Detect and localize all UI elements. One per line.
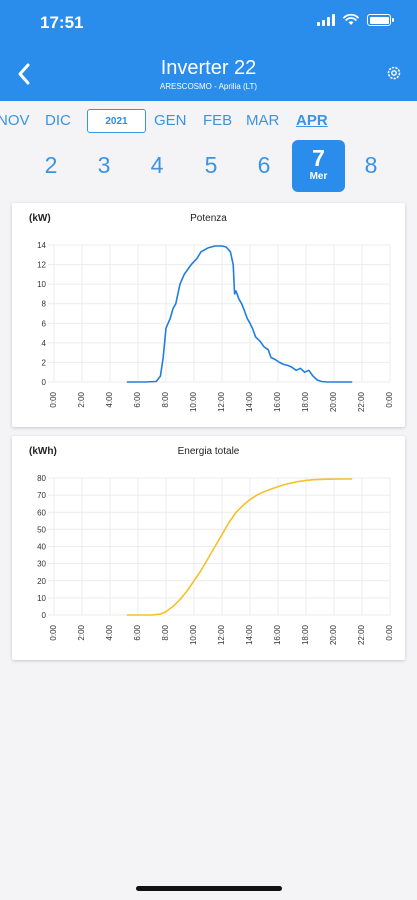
y-tick-label: 14 xyxy=(37,241,46,250)
x-tick-label: 22:00 xyxy=(357,391,366,412)
x-tick-label: 20:00 xyxy=(329,624,338,645)
day-number: 7 xyxy=(312,145,325,171)
day-5[interactable]: 5 xyxy=(204,152,218,178)
month-dic[interactable]: DIC xyxy=(45,112,71,129)
x-tick-label: 0:00 xyxy=(49,624,58,640)
x-tick-label: 22:00 xyxy=(357,624,366,645)
x-tick-label: 16:00 xyxy=(273,624,282,645)
x-tick-label: 0:00 xyxy=(49,391,58,407)
day-2[interactable]: 2 xyxy=(44,152,58,178)
series-line xyxy=(126,478,353,616)
energy-chart-unit: (kWh) xyxy=(29,446,57,457)
app-header: 17:51 Inverter 22 ARESCOSMO - Aprilia (L… xyxy=(0,0,417,101)
x-tick-label: 18:00 xyxy=(301,624,310,645)
y-tick-label: 0 xyxy=(42,378,47,387)
y-tick-label: 4 xyxy=(42,339,47,348)
day-weekday: Mer xyxy=(309,171,328,182)
x-tick-label: 2:00 xyxy=(77,624,86,640)
power-chart-unit: (kW) xyxy=(29,213,51,224)
day-selector: 2 3 4 5 6 7 Mer 8 xyxy=(0,140,417,192)
cellular-signal-icon xyxy=(317,14,335,26)
x-tick-label: 6:00 xyxy=(133,624,142,640)
year-selector[interactable]: 2021 xyxy=(87,109,146,133)
y-tick-label: 20 xyxy=(37,577,46,586)
x-tick-label: 16:00 xyxy=(273,391,282,412)
x-tick-label: 18:00 xyxy=(301,391,310,412)
month-apr[interactable]: APR xyxy=(296,112,328,129)
y-tick-label: 40 xyxy=(37,543,46,552)
back-button[interactable] xyxy=(12,60,36,88)
power-chart: 0:00 2:00 4:00 6:00 8:00 10:00 12:00 14:00 16:00… xyxy=(37,241,394,412)
y-tick-label: 6 xyxy=(42,319,47,328)
y-tick-label: 80 xyxy=(37,474,46,483)
y-tick-label: 70 xyxy=(37,491,46,500)
y-tick-label: 12 xyxy=(37,261,46,270)
gear-icon xyxy=(387,66,401,80)
x-tick-label: 0:00 xyxy=(385,391,394,407)
x-tick-label: 12:00 xyxy=(217,391,226,412)
day-3[interactable]: 3 xyxy=(97,152,111,178)
y-tick-label: 10 xyxy=(37,280,46,289)
x-tick-label: 10:00 xyxy=(189,391,198,412)
month-feb[interactable]: FEB xyxy=(203,112,233,129)
month-mar[interactable]: MAR xyxy=(246,112,280,129)
month-selector: NOV DIC 2021 GEN FEB MAR APR xyxy=(0,108,417,134)
chevron-left-icon xyxy=(18,63,30,85)
month-gen[interactable]: GEN xyxy=(154,112,187,129)
page-subtitle: ARESCOSMO - Aprilia (LT) xyxy=(159,82,258,91)
settings-button[interactable] xyxy=(386,65,402,81)
month-nov[interactable]: NOV xyxy=(0,112,30,129)
x-tick-label: 20:00 xyxy=(329,391,338,412)
x-tick-label: 0:00 xyxy=(385,624,394,640)
x-tick-label: 2:00 xyxy=(77,391,86,407)
day-6[interactable]: 6 xyxy=(257,152,271,178)
day-4[interactable]: 4 xyxy=(150,152,164,178)
day-7-selected[interactable]: 7 Mer xyxy=(292,140,345,192)
y-tick-label: 60 xyxy=(37,508,46,517)
x-tick-label: 6:00 xyxy=(133,391,142,407)
x-tick-label: 14:00 xyxy=(245,391,254,412)
energy-chart-title: Energia totale xyxy=(177,446,240,457)
series-line xyxy=(126,245,353,383)
day-8[interactable]: 8 xyxy=(364,152,378,178)
y-tick-label: 8 xyxy=(42,300,47,309)
x-tick-label: 10:00 xyxy=(189,624,198,645)
status-icons xyxy=(317,14,394,26)
page-title: Inverter 22 xyxy=(160,57,257,79)
energy-chart: 0:00 2:00 4:00 6:00 8:00 10:00 12:00 14:00 16:00… xyxy=(37,474,394,645)
battery-icon xyxy=(367,14,394,26)
x-tick-label: 12:00 xyxy=(217,624,226,645)
x-tick-label: 14:00 xyxy=(245,624,254,645)
y-tick-label: 2 xyxy=(42,358,47,367)
power-chart-title: Potenza xyxy=(190,213,227,224)
energy-chart-card: 0:00 2:00 4:00 6:00 8:00 10:00 12:00 14:00 16:00… xyxy=(12,436,405,660)
y-tick-label: 30 xyxy=(37,560,46,569)
y-tick-label: 50 xyxy=(37,525,46,534)
x-tick-label: 4:00 xyxy=(105,624,114,640)
power-chart-card: 0:00 2:00 4:00 6:00 8:00 10:00 12:00 14:00 16:00… xyxy=(12,203,405,427)
wifi-icon xyxy=(343,14,359,25)
y-tick-label: 0 xyxy=(42,611,47,620)
x-tick-label: 8:00 xyxy=(161,391,170,407)
home-indicator xyxy=(136,886,282,891)
status-time: 17:51 xyxy=(40,13,84,32)
x-tick-label: 4:00 xyxy=(105,391,114,407)
x-tick-label: 8:00 xyxy=(161,624,170,640)
y-tick-label: 10 xyxy=(37,594,46,603)
